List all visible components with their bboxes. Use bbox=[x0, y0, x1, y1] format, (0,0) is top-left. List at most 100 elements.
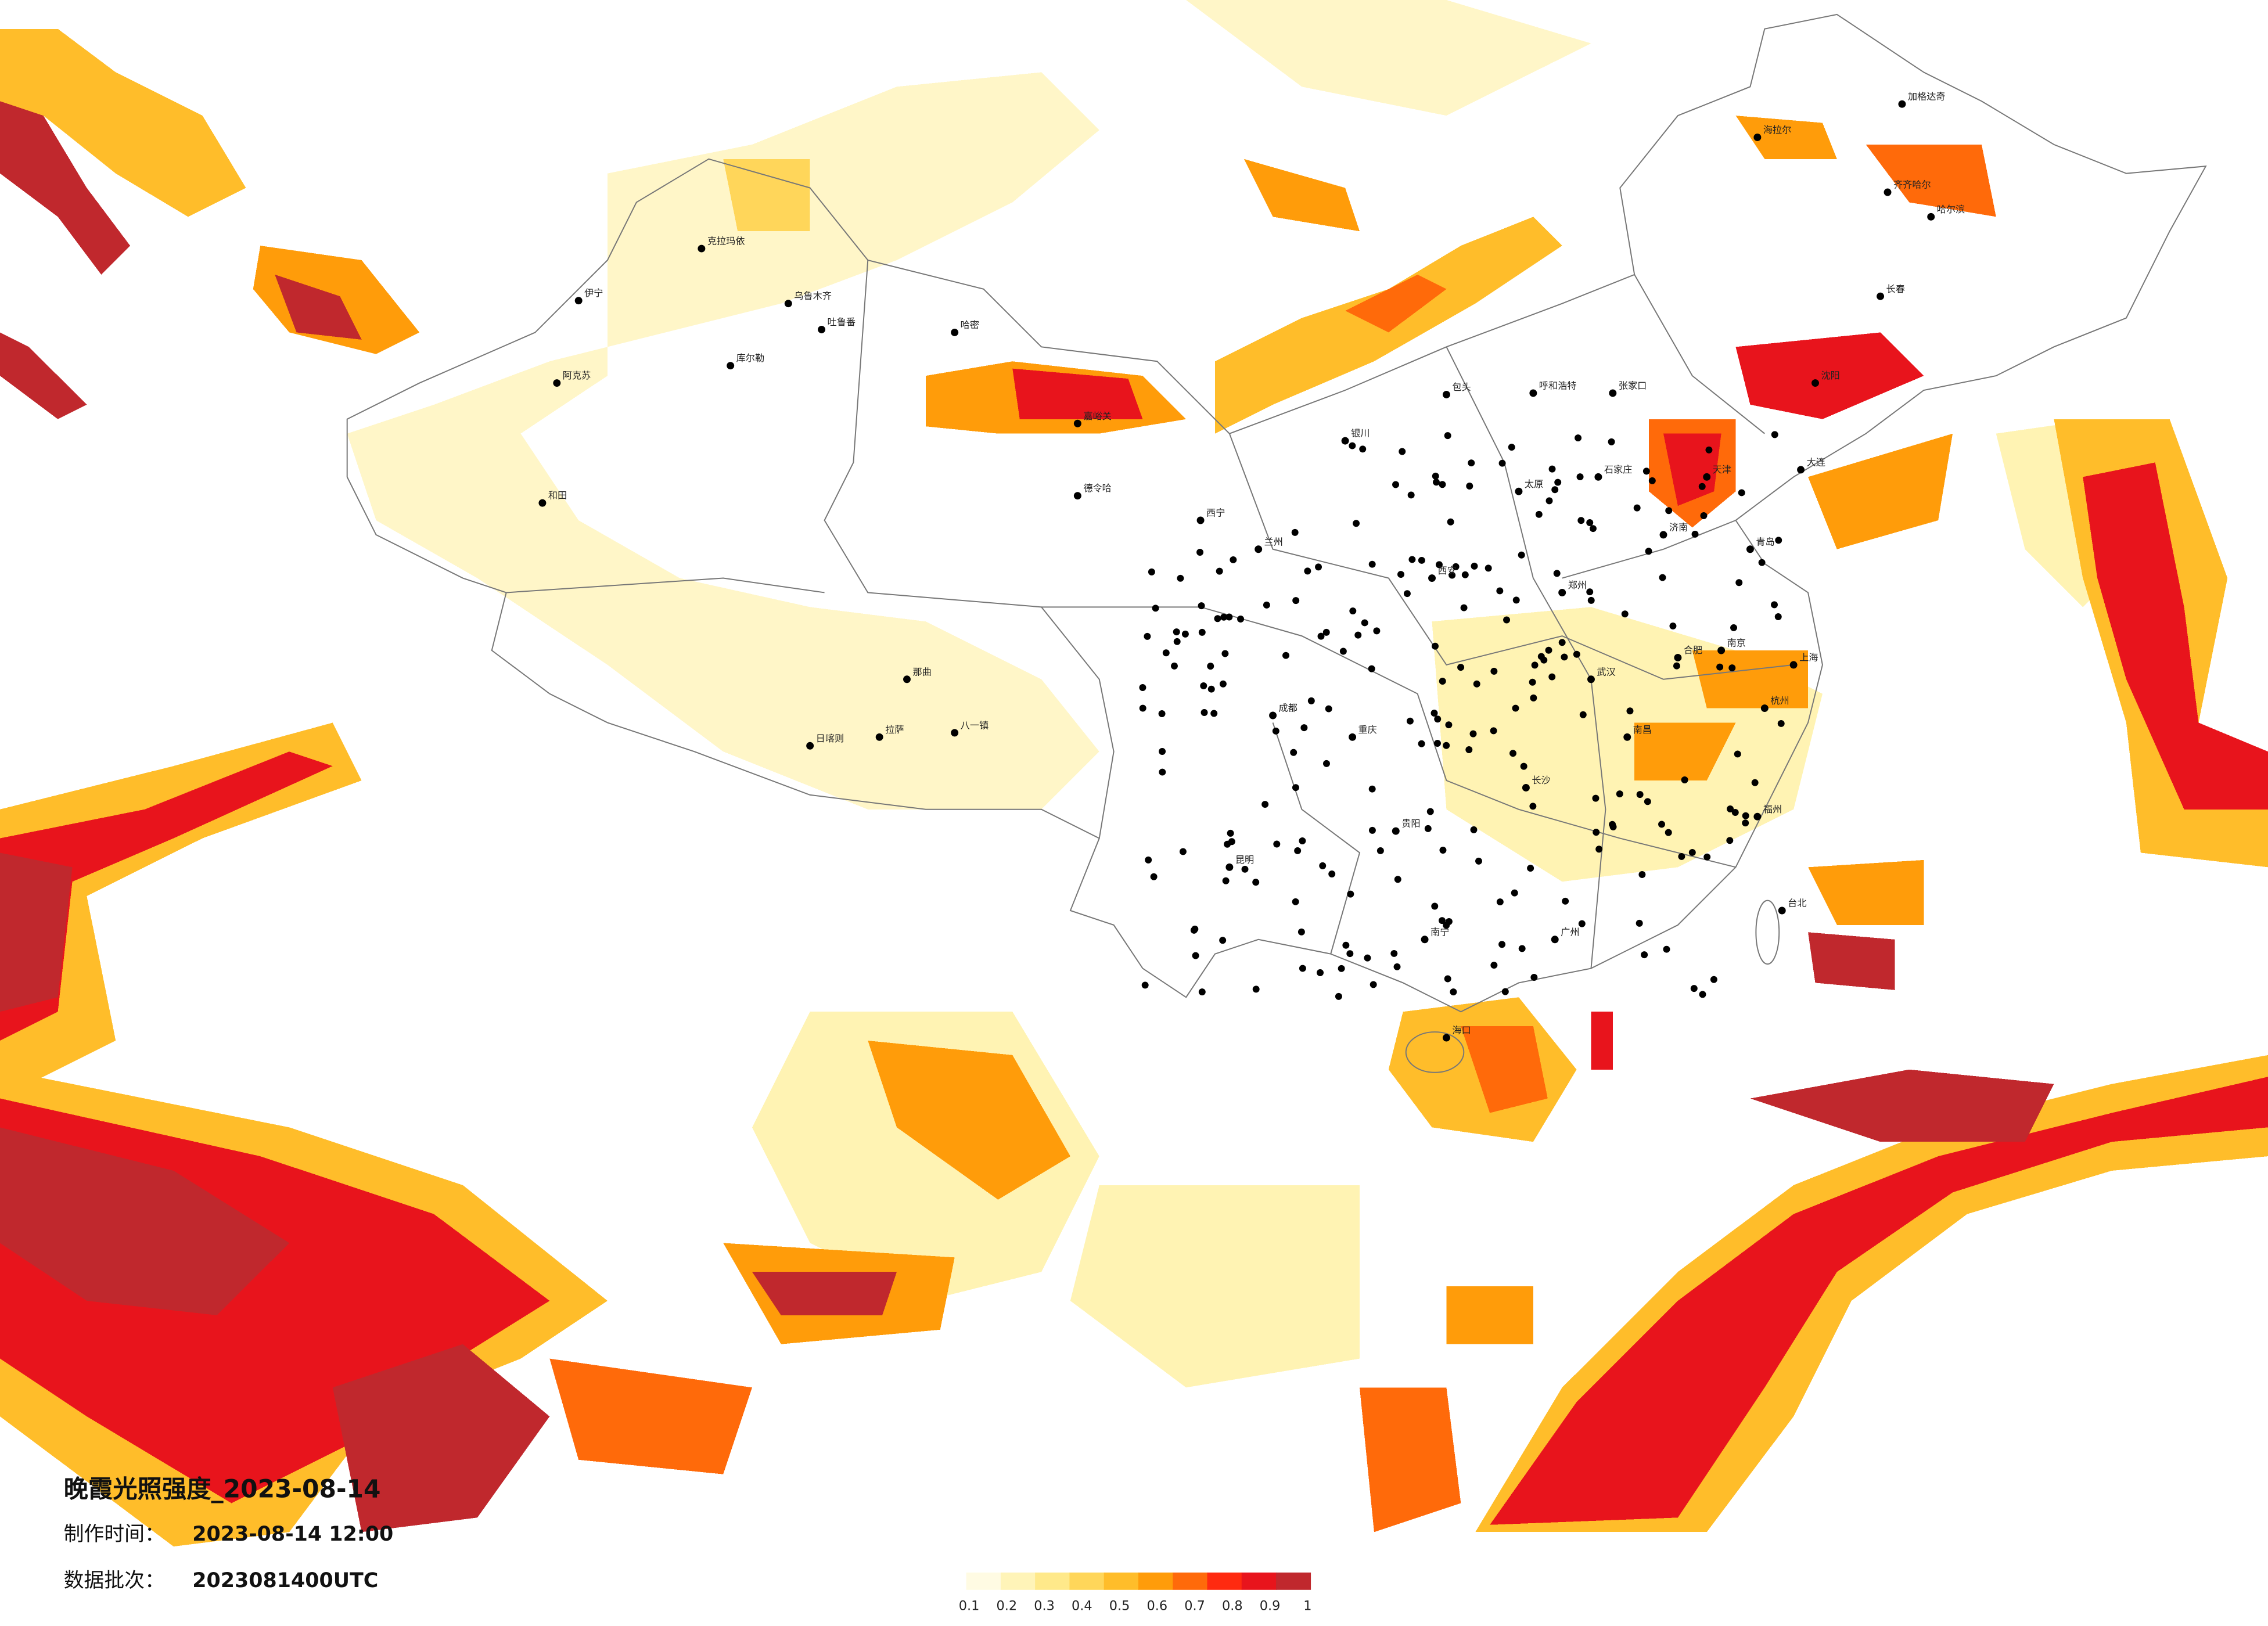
city-dot bbox=[1501, 988, 1509, 995]
city-dot bbox=[1349, 607, 1357, 615]
city-dot bbox=[1461, 571, 1469, 578]
city-dot bbox=[1512, 596, 1520, 604]
city-dot bbox=[1300, 724, 1308, 732]
city-dot bbox=[1290, 749, 1297, 756]
city-dot bbox=[1530, 694, 1537, 702]
city-dot bbox=[1716, 663, 1724, 671]
city-dot bbox=[1509, 750, 1516, 757]
city-label: 德令哈 bbox=[1083, 483, 1112, 494]
city-dot bbox=[1328, 870, 1336, 878]
city-dot bbox=[1225, 613, 1233, 621]
city-dot bbox=[1443, 742, 1450, 749]
legend-tick-label: 0.1 bbox=[959, 1599, 980, 1614]
map-shape bbox=[1070, 1185, 1360, 1388]
legend-swatch bbox=[1138, 1572, 1173, 1590]
map-shape bbox=[1634, 722, 1736, 780]
legend-tick-label: 0.2 bbox=[997, 1599, 1018, 1614]
city-dot bbox=[1198, 988, 1206, 996]
city-dot bbox=[1641, 951, 1648, 959]
city-dot bbox=[1592, 794, 1600, 802]
map-shape bbox=[1446, 346, 1606, 969]
city-dot bbox=[1678, 852, 1685, 860]
map-shape bbox=[275, 274, 362, 340]
legend-swatch bbox=[1276, 1572, 1311, 1590]
city-dot bbox=[1181, 630, 1189, 638]
city-dot bbox=[1292, 784, 1299, 792]
city-dot bbox=[1198, 602, 1205, 610]
city-dot bbox=[1778, 906, 1786, 915]
city-dot bbox=[1452, 563, 1460, 570]
city-dot bbox=[1353, 520, 1360, 527]
city-dot bbox=[1558, 639, 1566, 646]
city-dot bbox=[1518, 551, 1525, 559]
city-dot bbox=[1179, 848, 1187, 855]
map-shape bbox=[1692, 650, 1809, 708]
legend-swatch bbox=[1241, 1572, 1277, 1590]
city-dot bbox=[1299, 837, 1306, 845]
map-shape bbox=[1405, 1031, 1465, 1073]
layer bbox=[346, 13, 2207, 1073]
city-dot bbox=[1145, 856, 1152, 864]
city-dot bbox=[1511, 889, 1518, 897]
city-dot bbox=[1699, 991, 1706, 998]
map-shape bbox=[0, 852, 73, 1012]
city-dot bbox=[1403, 590, 1411, 598]
city-dot bbox=[1548, 673, 1556, 681]
city-dot bbox=[1490, 727, 1497, 735]
city-dot bbox=[1368, 560, 1376, 568]
city-dot bbox=[1659, 531, 1667, 539]
city-dot bbox=[1529, 678, 1536, 686]
map-shape bbox=[1012, 368, 1143, 419]
map-shape bbox=[1345, 274, 1447, 333]
map-shape bbox=[347, 72, 1099, 810]
city-label: 海口 bbox=[1452, 1025, 1471, 1036]
city-label: 广州 bbox=[1561, 926, 1579, 937]
city-dot bbox=[1609, 389, 1617, 397]
city-dot bbox=[1553, 570, 1561, 577]
city-dot bbox=[1522, 783, 1530, 792]
city-dot bbox=[1727, 805, 1734, 813]
city-dot bbox=[1700, 512, 1708, 520]
city-label: 石家庄 bbox=[1604, 464, 1633, 475]
city-dot bbox=[1439, 846, 1447, 854]
legend-swatch bbox=[1104, 1572, 1139, 1590]
city-dot bbox=[1735, 579, 1743, 587]
city-dot bbox=[1726, 837, 1734, 844]
legend-swatch bbox=[966, 1572, 1001, 1590]
city-label: 日喀则 bbox=[816, 733, 844, 744]
city-dot bbox=[1150, 873, 1158, 880]
map-shape bbox=[1272, 722, 1361, 954]
city-dot bbox=[1438, 917, 1446, 924]
map-shape bbox=[1591, 1012, 1613, 1070]
city-dot bbox=[1444, 975, 1451, 983]
city-label: 郑州 bbox=[1568, 580, 1587, 591]
city-dot bbox=[1576, 473, 1584, 481]
city-dot bbox=[1460, 604, 1468, 611]
city-dot bbox=[1447, 518, 1454, 526]
city-dot bbox=[1645, 548, 1652, 555]
city-dot bbox=[1466, 483, 1473, 490]
city-dot bbox=[818, 325, 826, 333]
city-dot bbox=[1586, 519, 1594, 526]
map-title: 晚霞光照强度_2023-08-14 bbox=[64, 1475, 381, 1503]
city-label: 哈密 bbox=[961, 319, 979, 330]
legend-swatch bbox=[1173, 1572, 1208, 1590]
city-label: 天津 bbox=[1713, 464, 1731, 475]
legend-swatch bbox=[1000, 1572, 1036, 1590]
city-dot bbox=[1515, 487, 1523, 495]
city-label: 库尔勒 bbox=[736, 352, 765, 364]
city-dot bbox=[1469, 730, 1477, 738]
city-dot bbox=[1200, 682, 1207, 689]
city-label: 八一镇 bbox=[961, 720, 989, 731]
map-shape bbox=[723, 159, 810, 232]
city-dot bbox=[1368, 665, 1375, 672]
city-label: 大连 bbox=[1807, 456, 1825, 467]
city-dot bbox=[1341, 437, 1349, 445]
city-label: 那曲 bbox=[912, 666, 931, 677]
city-dot bbox=[1508, 444, 1515, 451]
city-dot bbox=[1207, 685, 1215, 693]
city-dot bbox=[1291, 528, 1299, 536]
city-label: 海拉尔 bbox=[1763, 124, 1792, 135]
city-dot bbox=[1638, 871, 1646, 878]
legend-tick-label: 0.7 bbox=[1184, 1599, 1205, 1614]
